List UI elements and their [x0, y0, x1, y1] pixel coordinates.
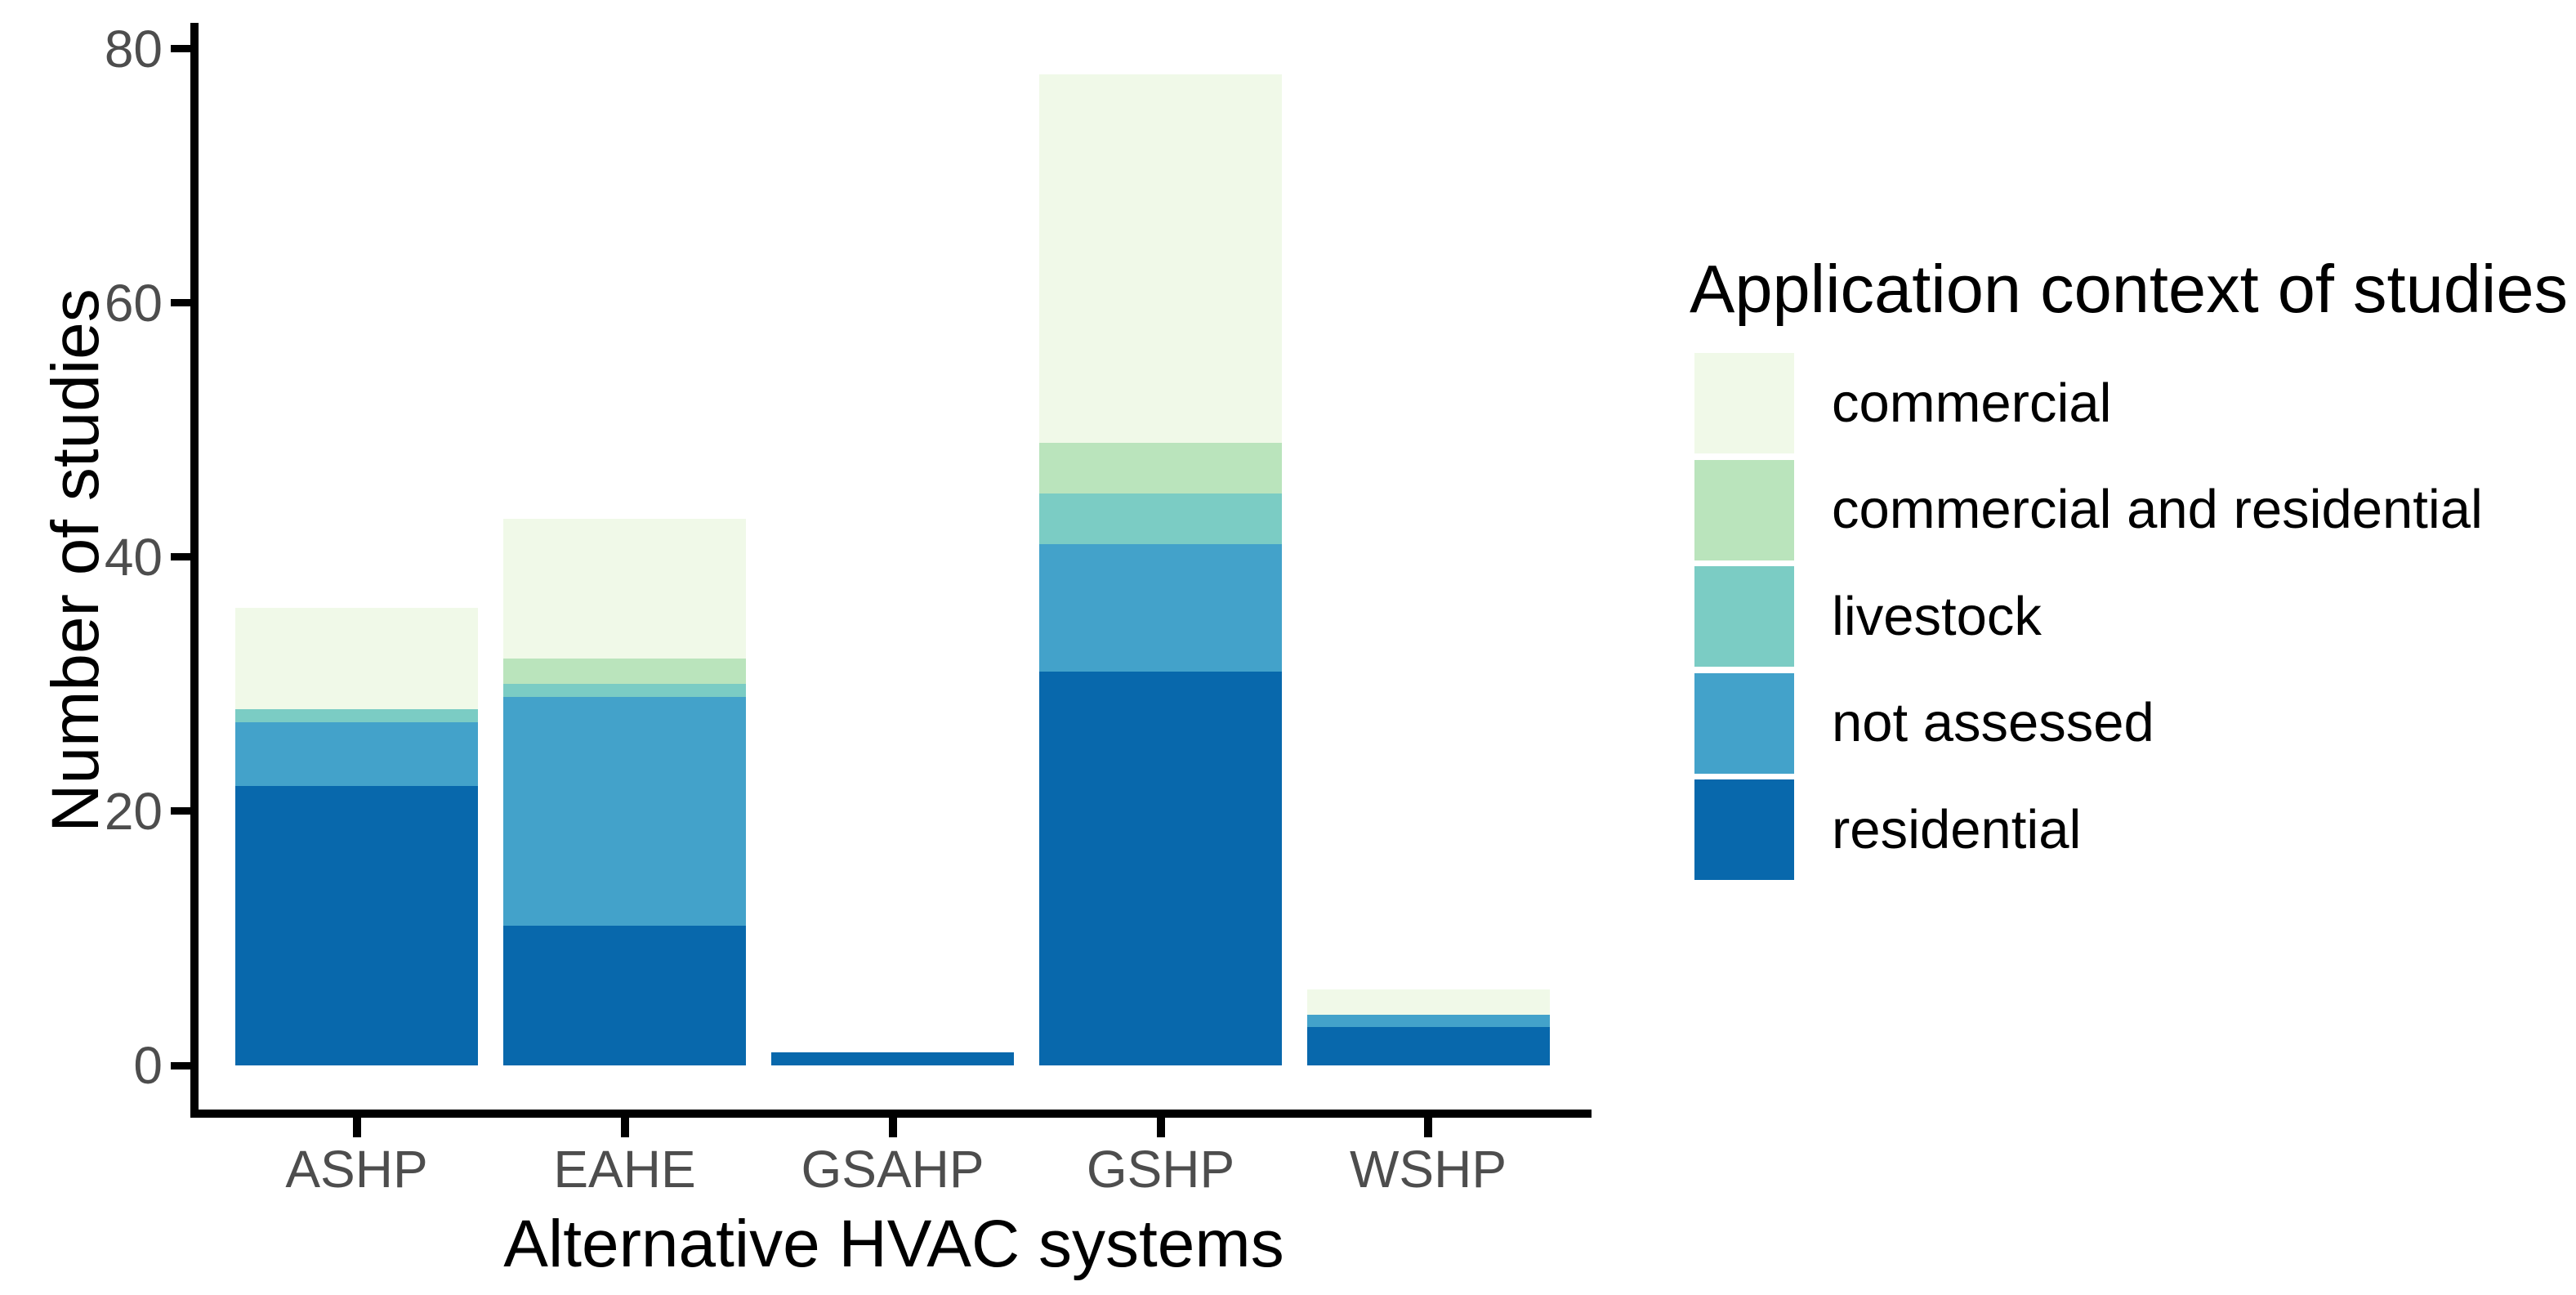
- y-tick-mark: [171, 807, 190, 815]
- x-tick-mark: [620, 1118, 629, 1137]
- legend-swatch: [1694, 779, 1794, 880]
- x-tick-mark: [888, 1118, 897, 1137]
- y-tick-mark: [171, 1061, 190, 1069]
- y-tick-label: 0: [133, 1036, 163, 1095]
- x-tick-label: GSHP: [1086, 1140, 1235, 1199]
- legend-swatch: [1694, 353, 1794, 453]
- bar-segment: [1039, 544, 1282, 672]
- bar-segment: [1039, 493, 1282, 545]
- y-tick-label: 60: [104, 273, 163, 333]
- y-tick-mark: [171, 45, 190, 53]
- bar-segment: [235, 608, 478, 710]
- bar-segment: [1306, 1027, 1550, 1065]
- x-tick-mark: [1424, 1118, 1432, 1137]
- x-axis-line: [190, 1110, 1592, 1118]
- legend-item-label: livestock: [1832, 585, 2042, 647]
- y-tick-mark: [171, 553, 190, 561]
- x-tick-label: EAHE: [553, 1140, 696, 1199]
- y-axis-title: Number of studies: [38, 288, 113, 833]
- y-axis-line: [190, 23, 199, 1118]
- bar-segment: [235, 709, 478, 722]
- bar-segment: [235, 785, 478, 1065]
- y-tick-mark: [171, 299, 190, 307]
- x-axis-title: Alternative HVAC systems: [503, 1207, 1284, 1281]
- bar-segment: [503, 659, 746, 685]
- bar-segment: [503, 684, 746, 697]
- bar-segment: [503, 519, 746, 659]
- legend-swatch: [1694, 672, 1794, 774]
- x-tick-mark: [1156, 1118, 1165, 1137]
- x-tick-label: ASHP: [285, 1140, 428, 1199]
- bar-segment: [1306, 989, 1550, 1015]
- legend-item-label: commercial: [1832, 372, 2112, 434]
- y-tick-label: 80: [104, 19, 163, 78]
- x-tick-mark: [352, 1118, 361, 1137]
- legend-title: Application context of studies: [1690, 251, 2569, 327]
- legend-swatch: [1694, 566, 1794, 667]
- x-tick-label: GSAHP: [801, 1140, 984, 1199]
- bar-segment: [771, 1052, 1014, 1065]
- y-tick-label: 40: [104, 527, 163, 587]
- bar-segment: [1039, 74, 1282, 443]
- bar-segment: [503, 925, 746, 1065]
- bar-segment: [1306, 1014, 1550, 1028]
- x-tick-label: WSHP: [1350, 1140, 1507, 1199]
- legend-item-label: residential: [1832, 798, 2082, 860]
- bar-segment: [503, 696, 746, 926]
- bar-segment: [235, 722, 478, 786]
- bar-segment: [1039, 671, 1282, 1065]
- y-tick-label: 20: [104, 781, 163, 841]
- legend-item-label: not assessed: [1832, 692, 2154, 753]
- bar-segment: [1039, 442, 1282, 494]
- legend-swatch: [1694, 459, 1794, 560]
- legend-item-label: commercial and residential: [1832, 479, 2483, 540]
